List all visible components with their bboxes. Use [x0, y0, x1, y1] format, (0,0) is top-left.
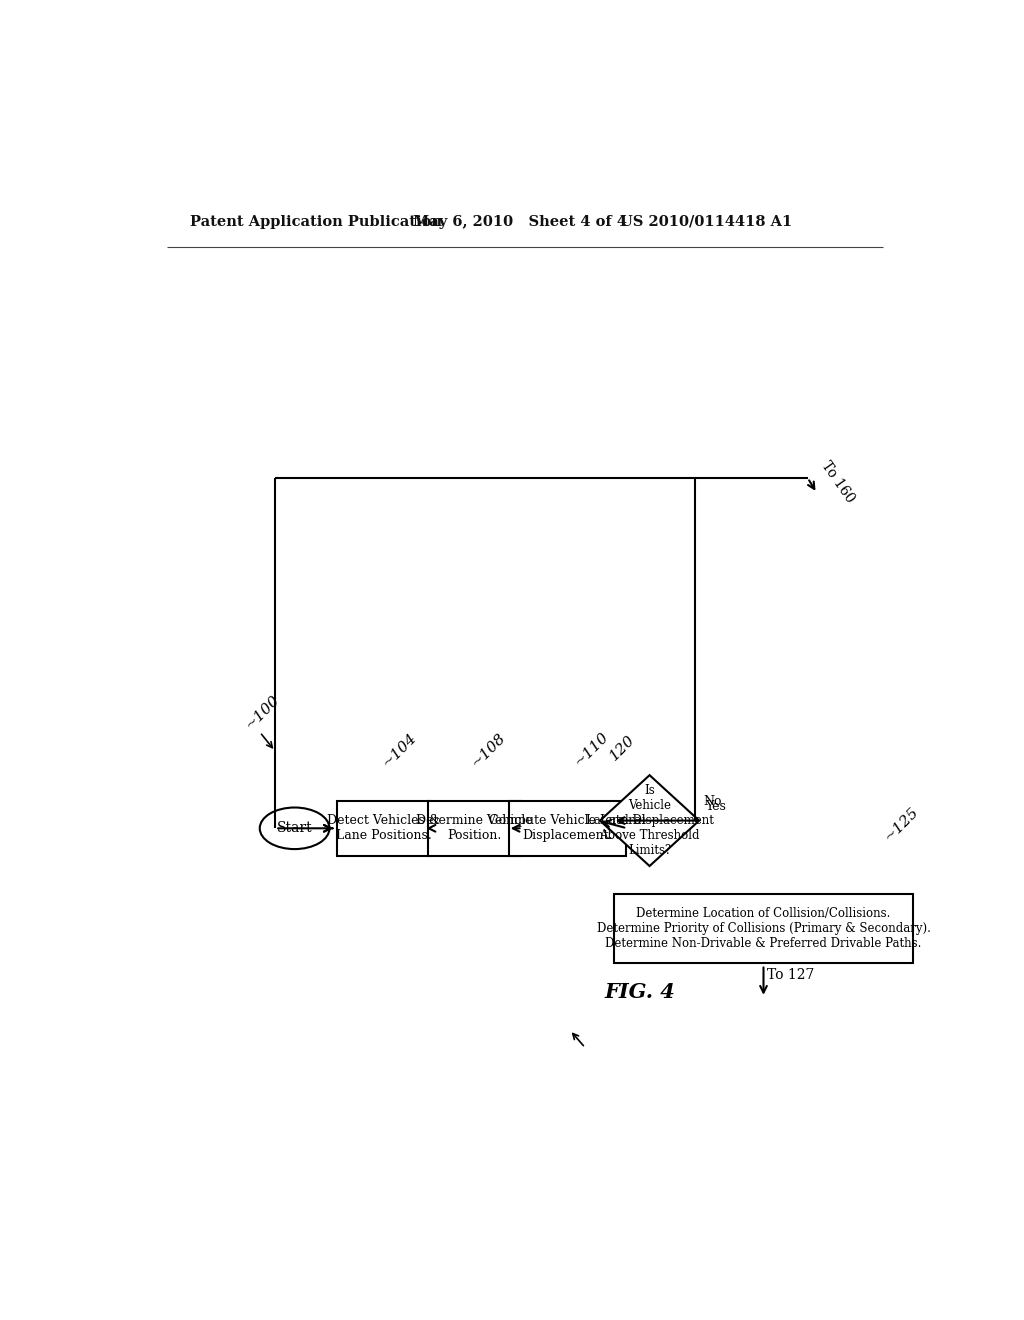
Text: To 127: To 127 — [767, 968, 815, 982]
Bar — [337, 800, 430, 857]
Text: Determine Vehicle
Position.: Determine Vehicle Position. — [416, 814, 532, 842]
Text: Detect Vehicles &
Lane Positions.: Detect Vehicles & Lane Positions. — [328, 814, 440, 842]
Text: ~125: ~125 — [882, 804, 922, 843]
Text: ~110: ~110 — [571, 730, 611, 770]
Text: Is
Vehicle
Lateral Displacement
Above Threshold
Limits?: Is Vehicle Lateral Displacement Above Th… — [586, 784, 714, 857]
Text: Patent Application Publication: Patent Application Publication — [190, 215, 442, 228]
Text: Yes: Yes — [706, 800, 726, 813]
Polygon shape — [600, 775, 699, 866]
Bar — [614, 894, 912, 964]
Text: To 160: To 160 — [818, 459, 857, 506]
Text: Start: Start — [276, 821, 312, 836]
Text: FIG. 4: FIG. 4 — [604, 982, 675, 1002]
Text: Determine Location of Collision/Collisions.
Determine Priority of Collisions (Pr: Determine Location of Collision/Collisio… — [597, 907, 931, 950]
Ellipse shape — [260, 808, 330, 849]
Text: May 6, 2010   Sheet 4 of 4: May 6, 2010 Sheet 4 of 4 — [414, 215, 627, 228]
Text: No: No — [703, 795, 722, 808]
Bar — [509, 800, 626, 857]
Text: US 2010/0114418 A1: US 2010/0114418 A1 — [621, 215, 793, 228]
Text: ~108: ~108 — [468, 731, 508, 771]
Text: ~104: ~104 — [380, 731, 420, 771]
Bar — [428, 800, 521, 857]
Text: 120: 120 — [607, 733, 638, 763]
Text: ~100: ~100 — [243, 693, 283, 733]
Text: Compute Vehicle Lateral
Displacement.: Compute Vehicle Lateral Displacement. — [489, 814, 646, 842]
